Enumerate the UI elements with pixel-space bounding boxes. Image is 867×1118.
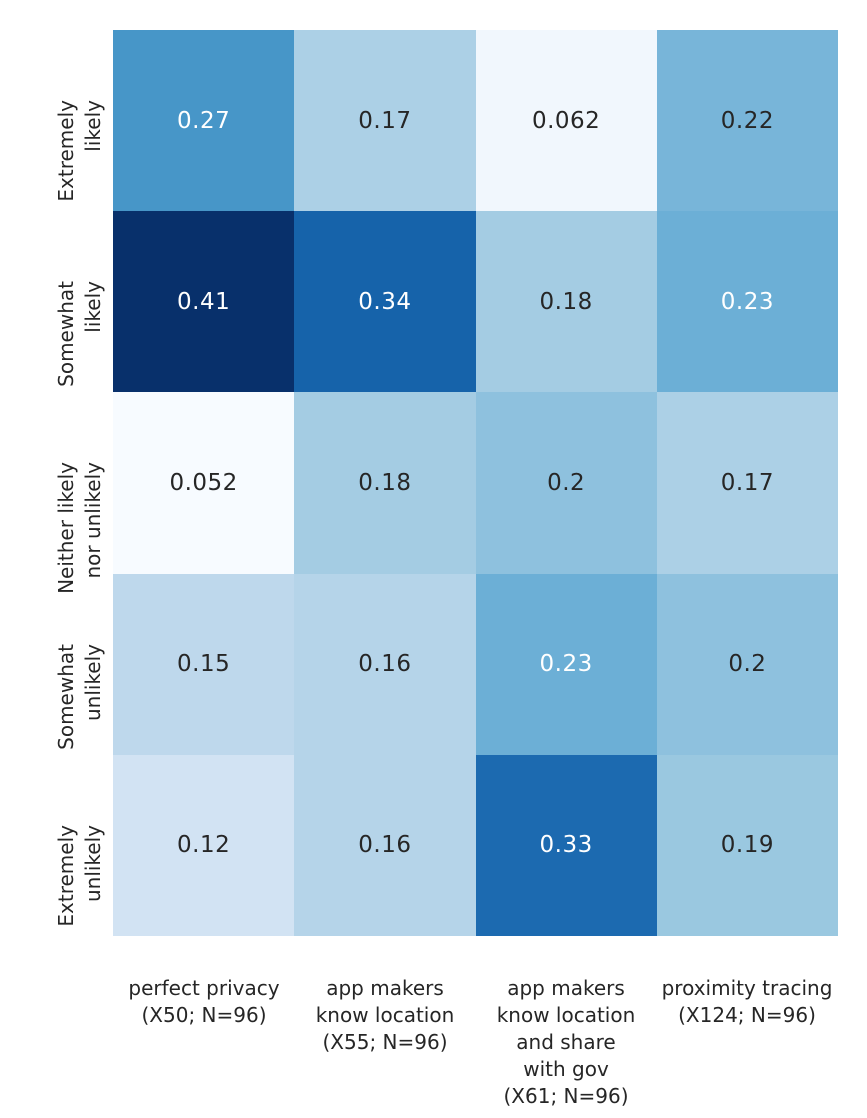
heatmap-cell: 0.23 [475,573,657,755]
x-tick-label-proximity-tracing: proximity tracing (X124; N=96) [661,976,833,1027]
x-tick-label-share-with-gov: app makers know location and share with … [496,976,636,1108]
x-tick-label-know-location: app makers know location (X55; N=96) [315,976,455,1054]
heatmap-cell: 0.2 [475,392,657,574]
x-tick-label-perfect-privacy: perfect privacy (X50; N=96) [128,976,280,1027]
heatmap-cell: 0.052 [113,392,295,574]
heatmap-cell: 0.18 [294,392,476,574]
heatmap-cell: 0.41 [113,211,295,393]
heatmap-cell: 0.15 [113,573,295,755]
heatmap-cell: 0.23 [656,211,838,393]
heatmap-cell: 0.16 [294,754,476,936]
heatmap-cell: 0.062 [475,30,657,212]
heatmap-cell: 0.17 [656,392,838,574]
heatmap-cell: 0.12 [113,754,295,936]
heatmap-cell: 0.22 [656,30,838,212]
heatmap-cell: 0.33 [475,754,657,936]
y-tick-label-extremely-unlikely: Extremely unlikely [54,825,105,927]
heatmap-cell: 0.34 [294,211,476,393]
heatmap-cell: 0.27 [113,30,295,212]
heatmap-cell: 0.19 [656,754,838,936]
heatmap-cell: 0.16 [294,573,476,755]
heatmap-grid: 0.27 0.17 0.062 0.22 0.41 0.34 0.18 0.23… [113,30,838,936]
heatmap-cell: 0.2 [656,573,838,755]
heatmap-cell: 0.17 [294,30,476,212]
heatmap-cell: 0.18 [475,211,657,393]
